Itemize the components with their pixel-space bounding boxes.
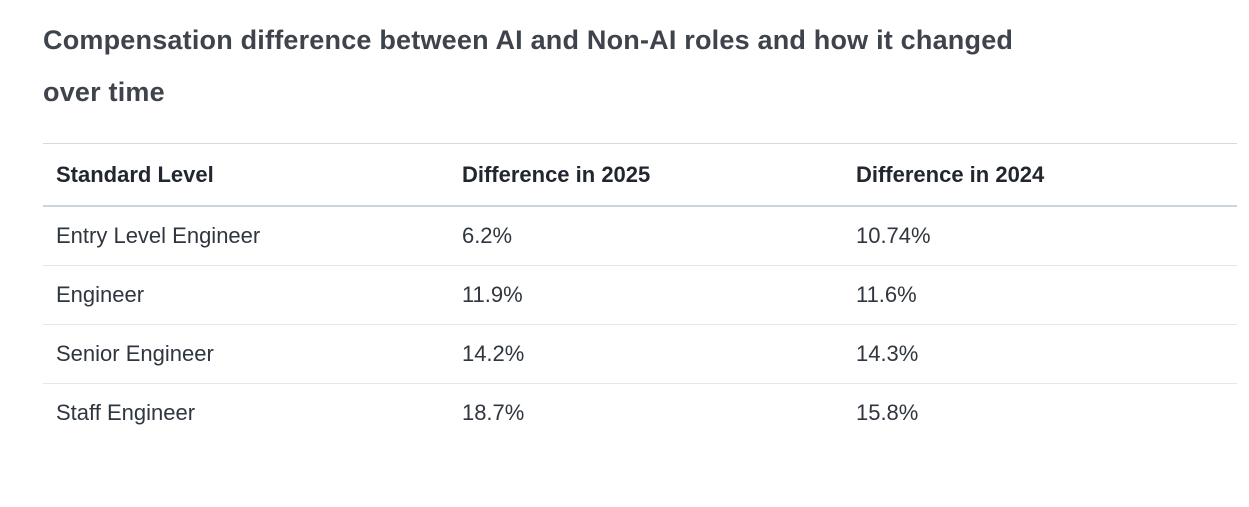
cell-level: Staff Engineer (56, 400, 196, 425)
table-header: Standard Level Difference in 2025 Differ… (43, 143, 1237, 207)
cell-diff-2024: 10.74% (842, 206, 1237, 266)
cell-diff-2025: 11.9% (448, 265, 843, 325)
cell-diff-2024: 11.6% (842, 265, 1237, 325)
column-header-difference-2024: Difference in 2024 (842, 143, 1237, 207)
table-row: Entry Level Engineer 6.2% 10.74% (43, 206, 1237, 266)
table-row: Engineer 11.9% 11.6% (43, 265, 1237, 325)
column-header-standard-level: Standard Level (43, 143, 449, 207)
table-row: Senior Engineer 14.2% 14.3% (43, 324, 1237, 384)
page-title: Compensation difference between AI and N… (43, 14, 1219, 118)
table-row: Staff Engineer 18.7% 15.8% (43, 384, 1237, 443)
cell-diff-2025: 6.2% (448, 206, 843, 266)
cell-level: Senior Engineer (43, 324, 449, 384)
cell-level: Engineer (43, 265, 449, 325)
column-header-difference-2025: Difference in 2025 (448, 143, 843, 207)
cell-diff-2025: 14.2% (448, 324, 843, 384)
cell-diff-2024: 14.3% (842, 324, 1237, 384)
cell-diff-2025: 18.7% (461, 400, 525, 425)
compensation-table: Standard Level Difference in 2025 Differ… (43, 143, 1237, 442)
page-title-line-2: over time (43, 77, 165, 107)
table-header-row: Standard Level Difference in 2025 Differ… (43, 143, 1237, 207)
cell-level: Entry Level Engineer (43, 206, 449, 266)
cell-diff-2024: 15.8% (855, 400, 919, 425)
page-title-line-1: Compensation difference between AI and N… (43, 25, 1014, 55)
table-body: Entry Level Engineer 6.2% 10.74% Enginee… (43, 206, 1237, 442)
